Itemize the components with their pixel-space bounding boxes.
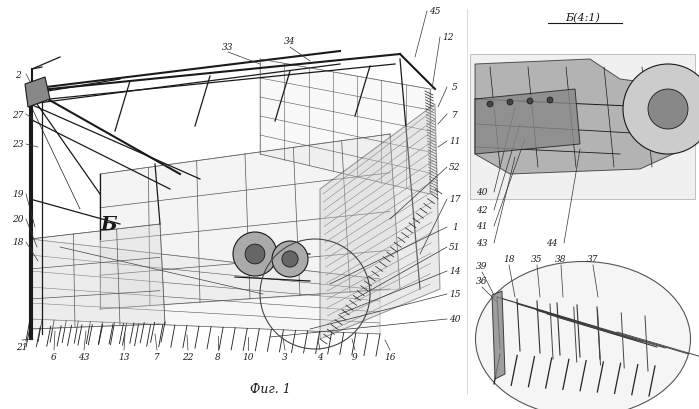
Text: 9: 9 bbox=[352, 353, 358, 362]
Circle shape bbox=[527, 99, 533, 105]
Text: 38: 38 bbox=[555, 255, 567, 264]
Polygon shape bbox=[260, 60, 430, 195]
Text: 40: 40 bbox=[477, 188, 488, 197]
Circle shape bbox=[233, 232, 277, 276]
Text: Б: Б bbox=[100, 216, 117, 234]
Text: 2: 2 bbox=[15, 70, 21, 79]
Text: 1: 1 bbox=[452, 223, 458, 232]
Text: 43: 43 bbox=[477, 239, 488, 248]
Text: 6: 6 bbox=[51, 353, 57, 362]
Text: 7: 7 bbox=[154, 353, 160, 362]
Polygon shape bbox=[320, 105, 440, 339]
Text: 22: 22 bbox=[182, 353, 194, 362]
Text: 40: 40 bbox=[449, 315, 461, 324]
Text: Б(4:1): Б(4:1) bbox=[565, 13, 600, 23]
Text: 45: 45 bbox=[429, 7, 441, 16]
Text: 37: 37 bbox=[587, 255, 599, 264]
Circle shape bbox=[547, 98, 553, 104]
Text: 18: 18 bbox=[503, 255, 514, 264]
Text: 33: 33 bbox=[222, 43, 233, 52]
Polygon shape bbox=[100, 135, 400, 309]
Text: 3: 3 bbox=[282, 353, 288, 362]
Text: 12: 12 bbox=[442, 34, 454, 43]
Text: 18: 18 bbox=[13, 238, 24, 247]
Text: 41: 41 bbox=[477, 222, 488, 231]
Text: 39: 39 bbox=[476, 262, 488, 271]
Text: 14: 14 bbox=[449, 267, 461, 276]
Text: 51: 51 bbox=[449, 243, 461, 252]
Circle shape bbox=[623, 65, 699, 155]
Bar bbox=[470, 55, 695, 200]
Text: 21: 21 bbox=[16, 343, 28, 352]
Text: 17: 17 bbox=[449, 195, 461, 204]
Text: 19: 19 bbox=[13, 190, 24, 199]
Polygon shape bbox=[475, 60, 695, 175]
Text: 10: 10 bbox=[243, 353, 254, 362]
Text: 13: 13 bbox=[118, 353, 130, 362]
Text: 4: 4 bbox=[317, 353, 323, 362]
Circle shape bbox=[245, 245, 265, 264]
Text: 44: 44 bbox=[547, 239, 558, 248]
Text: 11: 11 bbox=[449, 137, 461, 146]
Text: 43: 43 bbox=[78, 353, 89, 362]
Circle shape bbox=[487, 102, 493, 108]
Text: 36: 36 bbox=[476, 277, 488, 286]
Text: 15: 15 bbox=[449, 290, 461, 299]
Polygon shape bbox=[30, 225, 165, 329]
Text: 8: 8 bbox=[215, 353, 221, 362]
Text: 16: 16 bbox=[384, 353, 396, 362]
Text: 35: 35 bbox=[531, 255, 542, 264]
Text: 7: 7 bbox=[452, 110, 458, 119]
Text: 27: 27 bbox=[13, 110, 24, 119]
Polygon shape bbox=[25, 78, 50, 108]
Polygon shape bbox=[492, 291, 505, 379]
Polygon shape bbox=[30, 239, 380, 334]
Circle shape bbox=[272, 241, 308, 277]
Text: Фиг. 1: Фиг. 1 bbox=[250, 382, 290, 396]
Text: 52: 52 bbox=[449, 163, 461, 172]
Text: 23: 23 bbox=[13, 140, 24, 149]
Text: 20: 20 bbox=[13, 215, 24, 224]
Circle shape bbox=[507, 100, 513, 106]
Text: 34: 34 bbox=[284, 37, 296, 46]
Text: 5: 5 bbox=[452, 83, 458, 92]
Ellipse shape bbox=[475, 262, 691, 409]
Circle shape bbox=[648, 90, 688, 130]
Text: 42: 42 bbox=[477, 206, 488, 215]
Polygon shape bbox=[475, 90, 580, 155]
Circle shape bbox=[282, 251, 298, 267]
